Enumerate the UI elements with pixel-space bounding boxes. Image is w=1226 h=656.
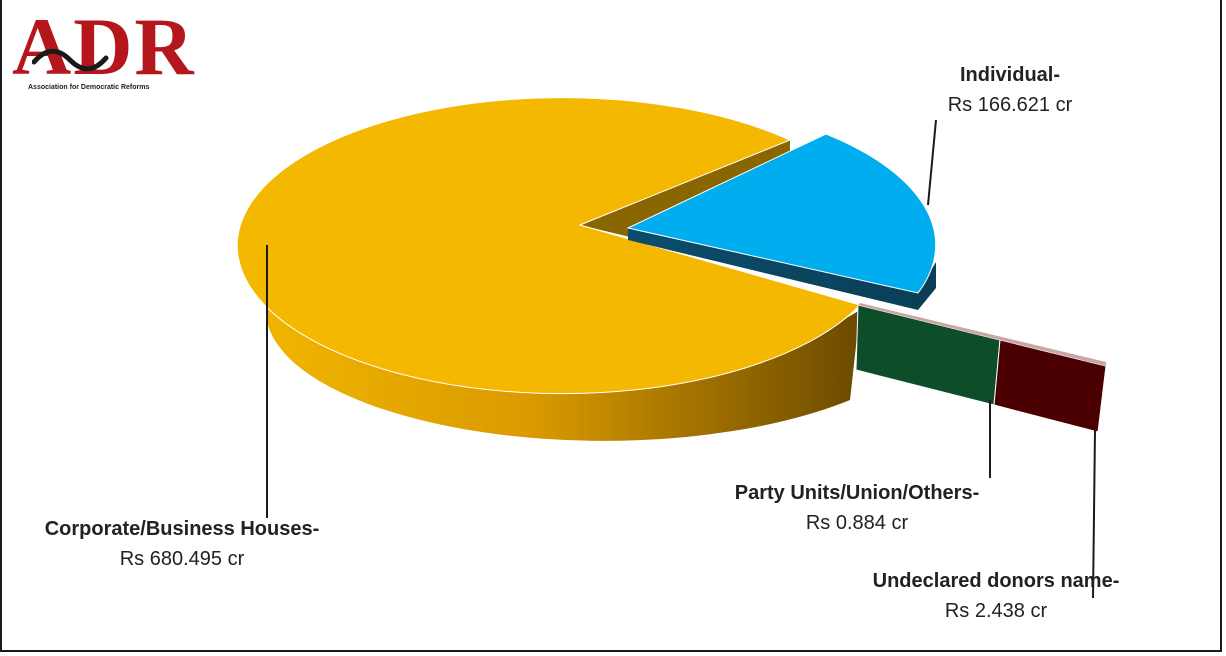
label-undeclared: Undeclared donors name- Rs 2.438 cr	[836, 566, 1156, 626]
label-undeclared-name: Undeclared donors name-	[872, 570, 1120, 592]
slice-corporate	[236, 97, 861, 395]
adr-logo: ADR Association for Democratic Reforms	[10, 6, 200, 100]
label-individual-value: Rs 166.621 cr	[947, 94, 1073, 116]
label-corporate: Corporate/Business Houses- Rs 680.495 cr	[14, 514, 350, 574]
slice-thin-top	[858, 303, 1106, 366]
label-party-units-value: Rs 0.884 cr	[805, 512, 909, 534]
slice-individual-side	[628, 228, 936, 310]
label-party-units: Party Units/Union/Others- Rs 0.884 cr	[690, 478, 1024, 538]
leader-undeclared	[1092, 429, 1096, 599]
label-individual: Individual- Rs 166.621 cr	[920, 60, 1100, 120]
label-individual-name: Individual-	[960, 64, 1060, 86]
logo-tagline: Association for Democratic Reforms	[28, 84, 150, 91]
logo-wave-icon	[32, 48, 109, 72]
leader-individual	[927, 119, 937, 206]
label-corporate-value: Rs 680.495 cr	[119, 548, 245, 570]
slice-corporate-inner-wall	[580, 140, 790, 237]
slice-individual	[626, 133, 937, 294]
slice-corporate-side	[268, 232, 860, 441]
label-corporate-name: Corporate/Business Houses-	[44, 518, 320, 540]
logo-text: ADR	[12, 1, 196, 92]
label-party-units-name: Party Units/Union/Others-	[734, 482, 980, 504]
label-undeclared-value: Rs 2.438 cr	[944, 600, 1048, 622]
slice-undeclared	[993, 339, 1107, 433]
